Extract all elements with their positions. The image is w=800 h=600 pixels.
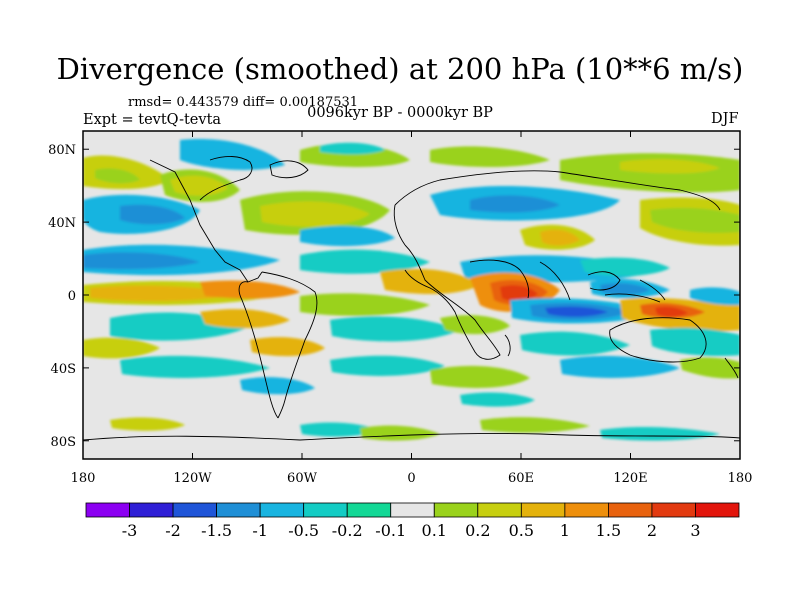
x-tick-label: 0	[407, 471, 415, 486]
colorbar-label: -0.2	[332, 521, 363, 540]
x-tick-label: 60W	[287, 471, 318, 486]
colorbar-swatch	[390, 502, 435, 518]
colorbar-label: -1	[252, 521, 268, 540]
divergence-field	[83, 131, 740, 459]
rmsd-diff-stats: rmsd= 0.443579 diff= 0.00187531	[128, 95, 359, 110]
colorbar-swatch	[259, 502, 305, 518]
y-tick-label: 40N	[48, 216, 76, 231]
x-tick-label: 120W	[173, 471, 212, 486]
plot-title: Divergence (smoothed) at 200 hPa (10**6 …	[56, 52, 744, 86]
y-tick-label: 80N	[48, 143, 76, 158]
colorbar-swatch	[695, 502, 740, 518]
colorbar-swatch	[433, 502, 479, 518]
season-label: DJF	[711, 111, 739, 127]
colorbar-label: -1.5	[201, 521, 232, 540]
y-tick-label: 80S	[51, 435, 76, 450]
colorbar-label: -0.1	[375, 521, 406, 540]
colorbar-swatch	[216, 502, 261, 518]
colorbar-swatch	[564, 502, 609, 518]
period-label: 0096kyr BP - 0000kyr BP	[307, 105, 493, 121]
colorbar: -3 -2 -1.5 -1 -0.5 -0.2 -0.1 0.1 0.2 0.5 1 1.5 2 3	[85, 502, 740, 540]
x-axis-ticks: 180 120W 60W 0 60E 120E 180	[71, 131, 753, 486]
colorbar-label: 3	[690, 521, 700, 540]
y-axis-ticks: 80N 40N 0 40S 80S	[48, 143, 740, 450]
experiment-label: Expt = tevtQ-tevta	[83, 112, 222, 128]
colorbar-swatch	[520, 502, 566, 518]
colorbar-swatch	[172, 502, 217, 518]
colorbar-label: 2	[647, 521, 657, 540]
colorbar-label: 0.2	[465, 521, 490, 540]
x-tick-label: 120E	[613, 471, 647, 486]
colorbar-swatch	[477, 502, 522, 518]
y-tick-label: 0	[68, 289, 76, 304]
colorbar-swatch	[85, 502, 130, 518]
x-tick-label: 180	[71, 471, 96, 486]
colorbar-label: -0.5	[288, 521, 319, 540]
y-tick-label: 40S	[51, 362, 76, 377]
colorbar-swatch	[303, 502, 348, 518]
colorbar-label: 0.5	[509, 521, 534, 540]
colorbar-label: 1.5	[596, 521, 621, 540]
colorbar-label: 0.1	[422, 521, 447, 540]
colorbar-label: 1	[560, 521, 570, 540]
colorbar-swatch	[651, 502, 696, 518]
colorbar-swatch	[608, 502, 653, 518]
colorbar-label: -3	[122, 521, 138, 540]
coastlines	[83, 156, 740, 441]
colorbar-swatch	[346, 502, 392, 518]
colorbar-label: -2	[165, 521, 181, 540]
x-tick-label: 60E	[508, 471, 534, 486]
colorbar-swatch	[129, 502, 174, 518]
x-tick-label: 180	[728, 471, 753, 486]
